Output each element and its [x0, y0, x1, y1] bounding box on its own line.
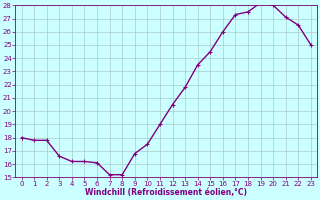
X-axis label: Windchill (Refroidissement éolien,°C): Windchill (Refroidissement éolien,°C) — [85, 188, 247, 197]
